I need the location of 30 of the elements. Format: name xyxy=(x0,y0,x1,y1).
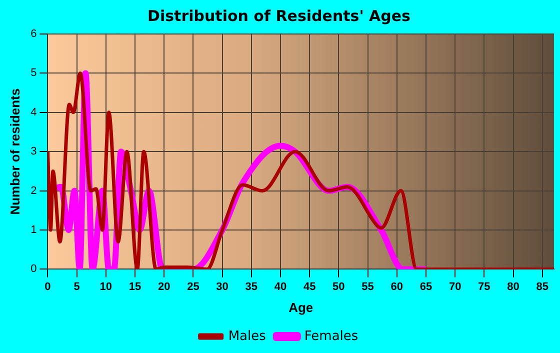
x-tick-label: 10 xyxy=(100,280,112,293)
x-tick-label: 30 xyxy=(216,280,228,293)
y-axis-title: Number of residents xyxy=(7,88,22,215)
x-tick-label: 45 xyxy=(303,280,316,293)
chart-title: Distribution of Residents' Ages xyxy=(148,6,411,25)
x-tick-label: 25 xyxy=(187,280,200,293)
x-tick-label: 50 xyxy=(332,280,345,293)
x-tick-label: 40 xyxy=(274,280,287,293)
y-tick-label: 1 xyxy=(30,224,37,236)
x-tick-label: 15 xyxy=(128,280,142,293)
x-tick-label: 80 xyxy=(507,280,520,293)
legend-label: Males xyxy=(228,328,266,344)
y-tick-label: 4 xyxy=(30,106,37,118)
x-tick-label: 70 xyxy=(448,280,462,293)
x-tick-label: 65 xyxy=(420,280,432,293)
x-tick-label: 60 xyxy=(390,280,404,293)
x-axis-title: Age xyxy=(288,300,314,315)
y-tick-label: 0 xyxy=(30,263,37,276)
x-tick-label: 0 xyxy=(44,280,51,293)
y-tick-label: 6 xyxy=(30,28,37,40)
y-tick-label: 5 xyxy=(30,67,37,80)
x-tick-label: 55 xyxy=(362,280,374,293)
x-tick-label: 35 xyxy=(245,280,258,293)
x-tick-label: 5 xyxy=(74,280,80,293)
y-tick-label: 3 xyxy=(30,146,37,158)
x-tick-label: 75 xyxy=(478,280,490,293)
x-tick-label: 85 xyxy=(536,280,548,293)
legend-label: Females xyxy=(304,328,358,344)
y-tick-label: 2 xyxy=(30,184,37,197)
x-tick-label: 20 xyxy=(158,280,170,293)
